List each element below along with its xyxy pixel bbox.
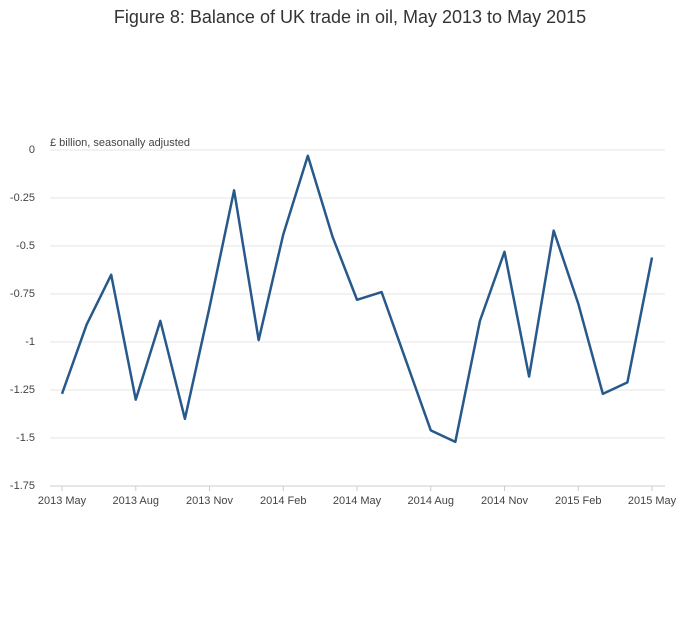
- x-tick-label: 2014 May: [333, 495, 382, 507]
- y-tick-label: -1.5: [16, 432, 35, 444]
- x-tick-label: 2014 Feb: [260, 495, 306, 507]
- x-tick-label: 2013 Aug: [113, 495, 160, 507]
- x-tick-label: 2013 May: [38, 495, 87, 507]
- y-tick-label: -0.5: [16, 240, 35, 252]
- y-tick-label: -0.75: [10, 288, 35, 300]
- y-tick-label: -0.25: [10, 192, 35, 204]
- chart-title: Figure 8: Balance of UK trade in oil, Ma…: [114, 7, 586, 27]
- x-tick-label: 2014 Nov: [481, 495, 529, 507]
- x-tick-label: 2014 Aug: [408, 495, 455, 507]
- y-tick-label: 0: [29, 144, 35, 156]
- y-axis-label: £ billion, seasonally adjusted: [50, 137, 190, 149]
- line: [60, 154, 654, 444]
- x-tick-label: 2015 Feb: [555, 495, 601, 507]
- y-tick-label: -1.75: [10, 480, 35, 492]
- x-tick-label: 2015 May: [628, 495, 677, 507]
- x-tick-label: 2013 Nov: [186, 495, 234, 507]
- y-tick-label: -1.25: [10, 384, 35, 396]
- y-tick-label: -1: [25, 336, 35, 348]
